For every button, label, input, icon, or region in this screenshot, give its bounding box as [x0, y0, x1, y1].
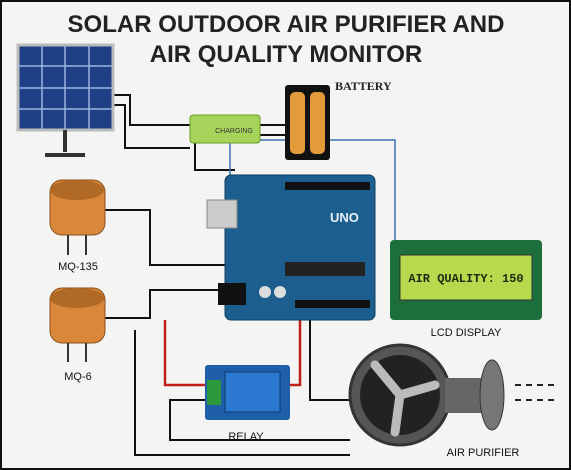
power-jack — [218, 283, 246, 305]
relay-body — [225, 372, 280, 412]
usb-port — [207, 200, 237, 228]
cell — [290, 92, 305, 154]
battery-label: BATTERY — [335, 79, 392, 93]
arduino: UNO — [207, 175, 375, 320]
capacitor — [259, 286, 271, 298]
header — [285, 182, 370, 190]
duct — [445, 378, 485, 413]
cell — [310, 92, 325, 154]
sensor-top — [50, 180, 104, 200]
title-line: AIR QUALITY MONITOR — [150, 41, 422, 68]
sensor-top — [50, 288, 104, 308]
relay-label: RELAY — [228, 431, 264, 443]
duct-end — [480, 360, 504, 430]
diagram: SOLAR OUTDOOR AIR PURIFIER AND AIR QUALI… — [0, 0, 571, 470]
board — [225, 175, 375, 320]
charging-module: CHARGING — [190, 115, 260, 143]
purifier-label: AIR PURIFIER — [447, 447, 520, 459]
sensor-label: MQ-135 — [58, 261, 98, 273]
capacitor — [274, 286, 286, 298]
header — [295, 300, 370, 308]
lcd-label: LCD DISPLAY — [431, 327, 502, 339]
sensor-label: MQ-6 — [64, 371, 92, 383]
terminal — [207, 380, 221, 405]
chip — [285, 262, 365, 276]
module-label: CHARGING — [215, 128, 253, 135]
lcd-text: AIR QUALITY: 150 — [408, 272, 523, 286]
title-line: SOLAR OUTDOOR AIR PURIFIER AND — [68, 11, 505, 38]
board-label: UNO — [330, 210, 359, 225]
